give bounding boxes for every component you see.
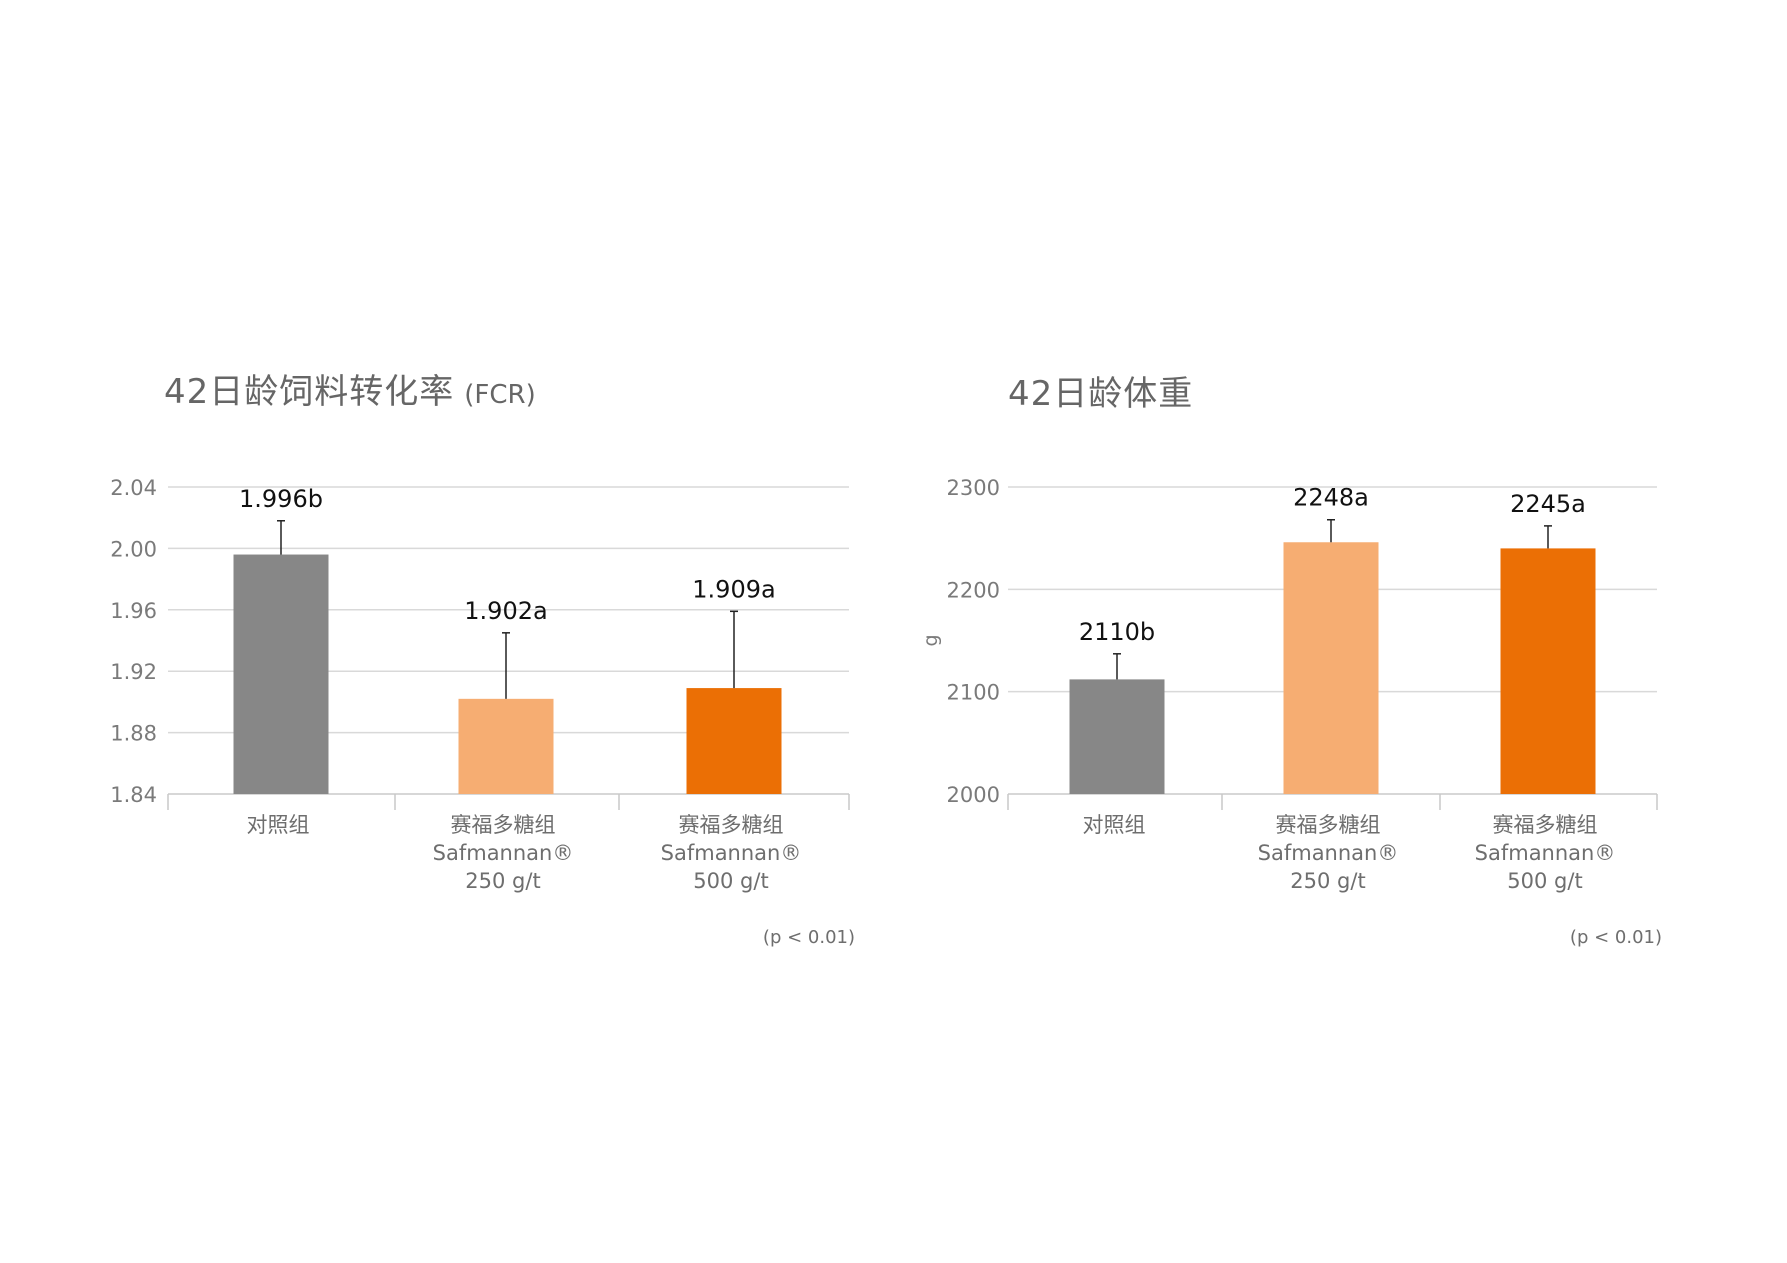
fcr-category-label: 对照组 [247, 813, 310, 837]
fcr-chart-title: 42日龄饲料转化率 (FCR) [164, 364, 536, 413]
fcr-y-tick-label: 2.00 [110, 537, 157, 561]
fcr-category-label: Safmannan® [433, 841, 574, 865]
bw-category-label: Safmannan® [1475, 841, 1616, 865]
bw-y-axis-label: g [920, 634, 942, 646]
bw-category-label: 赛福多糖组 [1276, 813, 1381, 837]
fcr-chart-title-main: 42日龄饲料转化率 [164, 372, 455, 412]
fcr-significance-note: (p < 0.01) [763, 927, 855, 948]
fcr-category-label: 赛福多糖组 [679, 813, 784, 837]
bw-y-tick-label: 2200 [947, 578, 1000, 602]
fcr-category-label: Safmannan® [661, 841, 802, 865]
fcr-category-label: 赛福多糖组 [451, 813, 556, 837]
bw-data-label: 2110b [1079, 618, 1155, 646]
bw-chart-title: 42日龄体重 [1008, 366, 1193, 415]
bw-chart-title-main: 42日龄体重 [1008, 374, 1194, 414]
bw-y-tick-label: 2100 [947, 681, 1000, 705]
bw-data-label: 2245a [1510, 490, 1586, 518]
fcr-y-tick-label: 1.88 [110, 722, 157, 746]
bw-bar [1500, 548, 1596, 794]
bw-y-tick-label: 2300 [947, 476, 1000, 500]
bw-bar [1069, 679, 1165, 794]
fcr-chart-title-suffix: (FCR) [464, 380, 536, 410]
bw-category-label: 500 g/t [1507, 869, 1582, 893]
bw-significance-note: (p < 0.01) [1570, 927, 1662, 948]
fcr-bar [686, 688, 782, 794]
bw-category-label: Safmannan® [1258, 841, 1399, 865]
fcr-data-label: 1.902a [464, 597, 547, 625]
bw-category-label: 赛福多糖组 [1493, 813, 1598, 837]
fcr-category-label: 250 g/t [465, 869, 540, 893]
fcr-data-label: 1.909a [692, 575, 775, 603]
fcr-data-label: 1.996b [239, 485, 323, 513]
bw-bar [1283, 542, 1379, 794]
fcr-y-tick-label: 2.04 [110, 476, 157, 500]
fcr-category-label: 500 g/t [693, 869, 768, 893]
bw-category-label: 250 g/t [1290, 869, 1365, 893]
fcr-y-tick-label: 1.96 [110, 599, 157, 623]
bw-category-label: 对照组 [1083, 813, 1146, 837]
bw-data-label: 2248a [1293, 484, 1369, 512]
fcr-bar [233, 554, 329, 794]
bw-y-tick-label: 2000 [947, 783, 1000, 807]
fcr-bar [458, 698, 554, 794]
fcr-y-tick-label: 1.84 [110, 783, 157, 807]
fcr-y-tick-label: 1.92 [110, 660, 157, 684]
